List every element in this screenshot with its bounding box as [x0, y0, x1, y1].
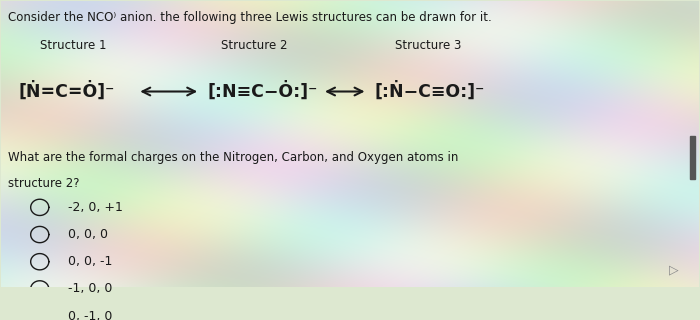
- Text: Structure 1: Structure 1: [40, 39, 106, 52]
- Bar: [690, 136, 695, 179]
- Text: -1, 0, 0: -1, 0, 0: [68, 283, 112, 295]
- Text: Consider the NCO⁾ anion. the following three Lewis structures can be drawn for i: Consider the NCO⁾ anion. the following t…: [8, 12, 492, 24]
- Text: -2, 0, +1: -2, 0, +1: [68, 201, 122, 214]
- Text: structure 2?: structure 2?: [8, 177, 80, 189]
- Text: ▷: ▷: [669, 263, 679, 276]
- Text: 0, 0, 0: 0, 0, 0: [68, 228, 108, 241]
- Text: Structure 2: Structure 2: [221, 39, 288, 52]
- Text: What are the formal charges on the Nitrogen, Carbon, and Oxygen atoms in: What are the formal charges on the Nitro…: [8, 151, 458, 164]
- Text: [Ṅ=C=Ȯ]⁻: [Ṅ=C=Ȯ]⁻: [19, 82, 115, 101]
- Text: [:N≡C−Ȯ:]⁻: [:N≡C−Ȯ:]⁻: [207, 82, 317, 101]
- Text: 0, 0, -1: 0, 0, -1: [68, 255, 112, 268]
- Text: Structure 3: Structure 3: [395, 39, 462, 52]
- Text: 0, -1, 0: 0, -1, 0: [68, 309, 112, 320]
- Text: [:Ṅ−C≡O:]⁻: [:Ṅ−C≡O:]⁻: [374, 82, 484, 101]
